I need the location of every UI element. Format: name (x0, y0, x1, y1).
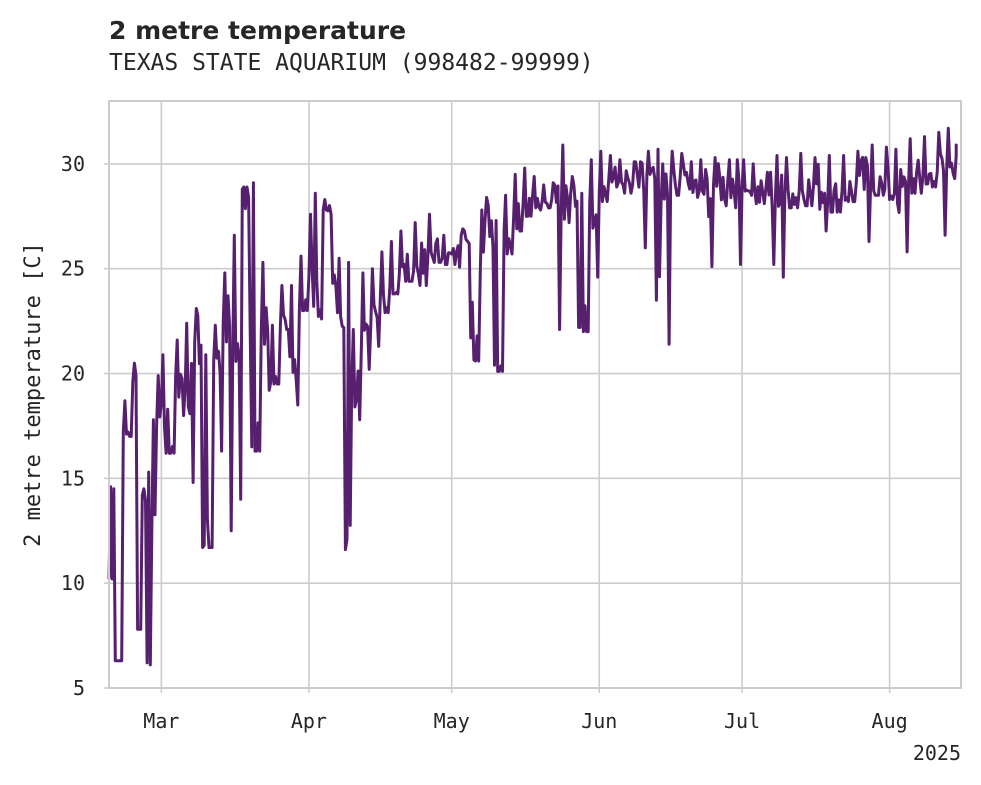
x-tick-label: Jun (581, 709, 617, 733)
y-tick-label: 30 (61, 152, 85, 176)
x-axis-ticks: Mar Apr May Jun Jul Aug (143, 688, 908, 733)
y-tick-label: 20 (61, 362, 85, 386)
y-axis-label: 2 metre temperature [C] (21, 242, 46, 547)
x-tick-label: Apr (291, 709, 327, 733)
y-tick-label: 25 (61, 257, 85, 281)
y-tick-label: 10 (61, 571, 85, 595)
y-tick-label: 5 (73, 676, 85, 700)
series-layer (107, 126, 958, 667)
plot-frame (108, 100, 962, 689)
y-axis-ticks: 5 10 15 20 25 30 (61, 152, 109, 700)
x-tick-label: Aug (872, 709, 908, 733)
x-tick-label: Mar (143, 709, 179, 733)
y-tick-label: 15 (61, 466, 85, 490)
chart-title: 2 metre temperature (109, 16, 407, 45)
x-tick-label: May (434, 709, 470, 733)
x-tick-label: Jul (724, 709, 760, 733)
x-axis-year-label: 2025 (913, 741, 961, 765)
series-line-0 (107, 126, 958, 667)
chart-subtitle: TEXAS STATE AQUARIUM (998482-99999) (109, 50, 594, 76)
